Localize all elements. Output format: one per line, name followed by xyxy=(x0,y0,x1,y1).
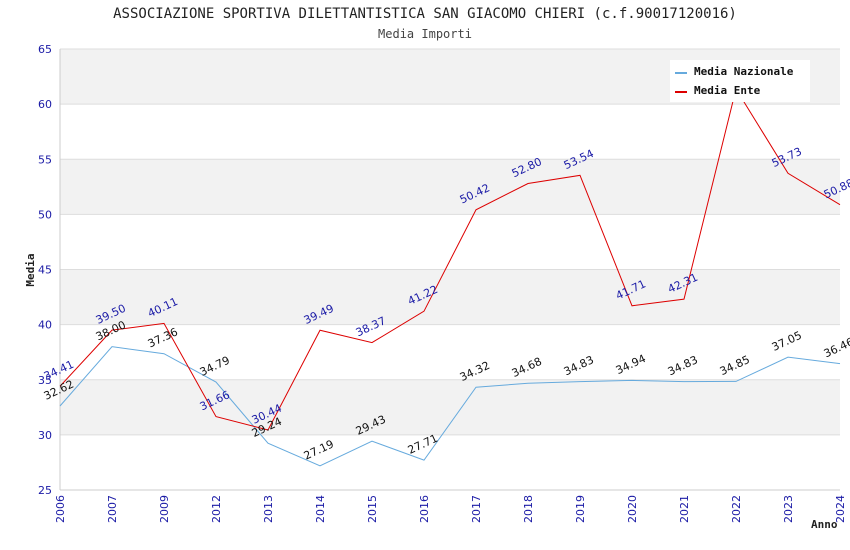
x-tick-label: 2021 xyxy=(678,495,691,523)
x-tick-label: 2023 xyxy=(782,495,795,523)
x-tick-label: 2009 xyxy=(158,495,171,523)
x-tick-label: 2014 xyxy=(314,495,327,523)
x-tick-label: 2013 xyxy=(262,495,275,523)
y-tick-label: 60 xyxy=(38,98,52,111)
x-tick-label: 2016 xyxy=(418,495,431,523)
x-tick-label: 2018 xyxy=(522,495,535,523)
y-tick-label: 25 xyxy=(38,484,52,497)
x-tick-label: 2024 xyxy=(834,495,847,523)
grid-band xyxy=(60,269,840,325)
series-line-nazionale xyxy=(59,346,841,467)
legend-label-nazionale: Media Nazionale xyxy=(694,65,794,78)
y-tick-label: 45 xyxy=(38,264,52,277)
series-line-ente xyxy=(59,87,841,431)
x-tick-label: 2015 xyxy=(366,495,379,523)
x-tick-label: 2017 xyxy=(470,495,483,523)
y-tick-label: 50 xyxy=(38,208,52,221)
y-tick-label: 40 xyxy=(38,319,52,332)
y-tick-label: 55 xyxy=(38,153,52,166)
grid-band xyxy=(60,434,840,490)
x-tick-label: 2019 xyxy=(574,495,587,523)
x-tick-label: 2006 xyxy=(54,495,67,523)
grid-band xyxy=(60,379,840,435)
grid-band xyxy=(60,159,840,215)
chart-title: ASSOCIAZIONE SPORTIVA DILETTANTISTICA SA… xyxy=(113,6,737,22)
x-tick-label: 2020 xyxy=(626,495,639,523)
y-tick-label: 65 xyxy=(38,43,52,56)
y-tick-label: 30 xyxy=(38,429,52,442)
x-tick-label: 2022 xyxy=(730,495,743,523)
x-tick-label: 2007 xyxy=(106,495,119,523)
x-tick-label: 2012 xyxy=(210,495,223,523)
x-axis-label: Anno xyxy=(811,518,838,531)
legend-label-ente: Media Ente xyxy=(694,84,761,97)
y-tick-label: 35 xyxy=(38,374,52,387)
grid-band xyxy=(60,104,840,160)
legend: Media Nazionale Media Ente xyxy=(670,60,810,102)
chart-subtitle: Media Importi xyxy=(378,27,472,41)
y-axis-label: Media xyxy=(24,253,37,286)
